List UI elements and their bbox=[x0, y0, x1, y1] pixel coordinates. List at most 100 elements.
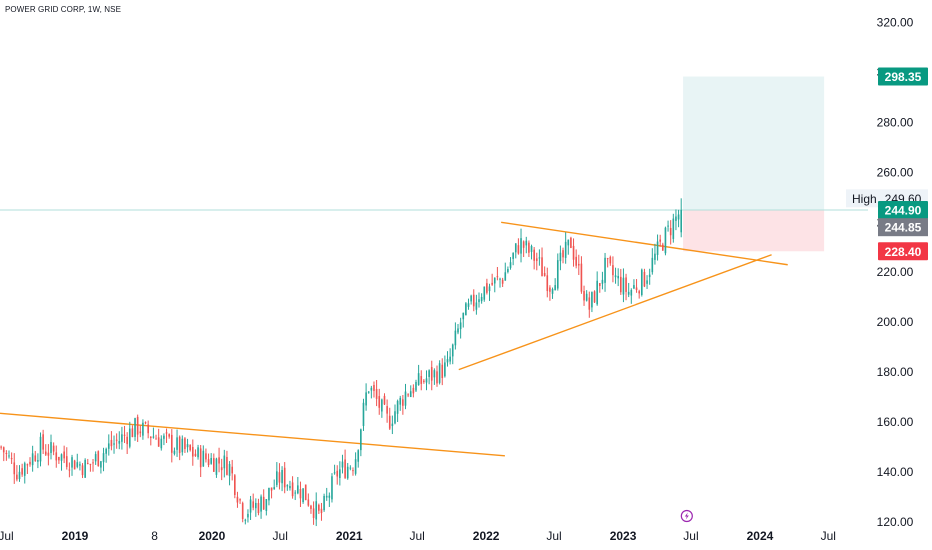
x-tick-label: 2024 bbox=[747, 529, 774, 543]
candle bbox=[520, 228, 522, 263]
candle bbox=[260, 494, 262, 519]
candle-body bbox=[585, 293, 588, 301]
candle-body bbox=[520, 238, 522, 254]
candle-body bbox=[210, 457, 212, 464]
candle bbox=[107, 434, 110, 456]
candlestick-series bbox=[0, 198, 683, 527]
candle bbox=[147, 420, 149, 439]
candle-body bbox=[215, 458, 218, 475]
candle-body bbox=[207, 459, 210, 466]
candle-body bbox=[79, 464, 81, 466]
candle bbox=[113, 435, 115, 454]
candle-body bbox=[596, 280, 598, 305]
candle bbox=[412, 384, 415, 398]
candle-body bbox=[399, 397, 402, 405]
candle-body bbox=[499, 278, 501, 280]
candle-body bbox=[609, 256, 612, 264]
candle bbox=[76, 453, 79, 469]
candle-body bbox=[423, 380, 425, 382]
candle bbox=[451, 343, 454, 365]
candle-body bbox=[142, 422, 144, 436]
candle bbox=[496, 267, 499, 281]
candle-body bbox=[320, 508, 323, 514]
current-price-label: 244.90 bbox=[885, 204, 922, 218]
candle bbox=[286, 484, 289, 491]
candle bbox=[289, 480, 291, 491]
high-label-name: High bbox=[852, 192, 877, 206]
candle bbox=[672, 213, 675, 243]
candle-body bbox=[289, 486, 291, 489]
candle-body bbox=[234, 475, 236, 495]
candle-body bbox=[273, 487, 276, 490]
stop-price-label-bg bbox=[878, 242, 928, 261]
candle-body bbox=[121, 434, 123, 442]
candle bbox=[459, 317, 462, 339]
candle bbox=[315, 492, 318, 527]
candle-body bbox=[575, 256, 577, 266]
candle bbox=[176, 429, 178, 457]
candle-body bbox=[170, 434, 173, 453]
candle-body bbox=[94, 454, 97, 462]
candle-body bbox=[291, 482, 294, 497]
candle bbox=[186, 438, 189, 453]
candle-body bbox=[18, 471, 21, 480]
candle-body bbox=[354, 459, 357, 474]
candle bbox=[136, 414, 139, 442]
candle bbox=[635, 279, 638, 293]
candle bbox=[110, 431, 113, 451]
candle bbox=[386, 399, 388, 423]
candle-body bbox=[614, 275, 617, 278]
candle-body bbox=[664, 227, 667, 254]
candle-body bbox=[268, 487, 270, 501]
candle bbox=[667, 220, 669, 232]
candle bbox=[79, 461, 81, 471]
candle bbox=[488, 283, 491, 301]
candle-body bbox=[622, 277, 625, 295]
candle-body bbox=[651, 257, 654, 273]
candle bbox=[549, 285, 551, 301]
candle-body bbox=[488, 286, 491, 292]
candle-body bbox=[562, 250, 564, 258]
candle-body bbox=[131, 428, 134, 438]
candle-body bbox=[396, 400, 399, 414]
candle-body bbox=[504, 272, 507, 281]
candle-body bbox=[538, 257, 541, 259]
current-price-label-bg bbox=[878, 201, 928, 220]
candle bbox=[278, 463, 281, 490]
candle-body bbox=[375, 389, 378, 399]
x-tick-label: 2022 bbox=[473, 529, 500, 543]
target-price-label: 298.35 bbox=[885, 70, 922, 84]
candle bbox=[420, 370, 423, 391]
time-axis[interactable]: Jul 2019 8 2020 Jul 2021 Jul 2022 Jul 2023 Jul 2024… bbox=[0, 529, 836, 543]
event-marker[interactable] bbox=[680, 509, 693, 523]
candle-body bbox=[47, 452, 50, 456]
x-tick-label: Jul bbox=[546, 529, 561, 543]
candle-body bbox=[480, 296, 483, 302]
candle-body bbox=[181, 438, 184, 453]
candle-body bbox=[318, 504, 320, 511]
candle-body bbox=[344, 459, 346, 478]
target-price-label-bg bbox=[878, 67, 928, 86]
candle bbox=[606, 257, 609, 268]
candle bbox=[362, 398, 365, 431]
candle-body bbox=[533, 249, 535, 261]
candle-body bbox=[276, 471, 278, 485]
candle-body bbox=[349, 467, 352, 469]
candle-body bbox=[86, 462, 89, 464]
candle bbox=[47, 444, 50, 466]
candle bbox=[341, 454, 344, 474]
candle bbox=[388, 407, 391, 430]
candle bbox=[625, 273, 627, 301]
candle-body bbox=[357, 450, 360, 462]
price-axis[interactable]: 120.00140.00160.00180.00200.00220.00240.… bbox=[877, 15, 914, 529]
candle-body bbox=[530, 246, 533, 252]
candle-body bbox=[517, 245, 520, 254]
candle bbox=[425, 370, 428, 391]
candle-body bbox=[307, 499, 310, 506]
candle bbox=[622, 268, 625, 303]
candle bbox=[81, 463, 84, 479]
candle-body bbox=[627, 291, 630, 295]
triangle-support-line bbox=[458, 254, 772, 371]
